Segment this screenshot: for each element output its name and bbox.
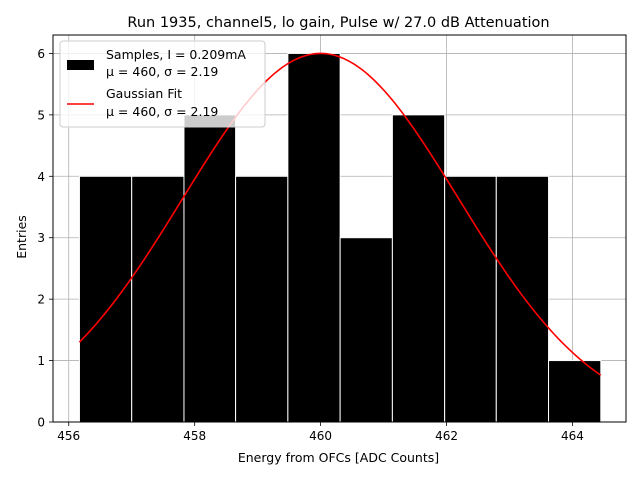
plot-frame xyxy=(52,34,627,423)
y-tick-label: 5 xyxy=(37,108,45,122)
legend-fit-label: Gaussian Fit xyxy=(106,86,182,101)
histogram-bar xyxy=(391,114,446,423)
y-tick-label: 0 xyxy=(37,416,45,430)
legend-samples-stats: μ = 460, σ = 2.19 xyxy=(106,64,218,79)
y-axis-label: Entries xyxy=(14,215,29,259)
y-tick-label: 1 xyxy=(37,354,45,368)
histogram-bar xyxy=(444,175,497,423)
legend-samples-swatch xyxy=(67,60,94,70)
x-axis-label: Energy from OFCs [ADC Counts] xyxy=(238,450,439,465)
y-tick-label: 6 xyxy=(37,47,45,61)
histogram-bar xyxy=(287,52,341,423)
histogram-bar xyxy=(339,237,393,423)
x-tick-label: 464 xyxy=(561,429,584,443)
histogram-bar xyxy=(235,175,289,423)
y-tick-label: 3 xyxy=(37,231,45,245)
y-tick-label: 4 xyxy=(37,170,45,184)
legend-samples-label: Samples, I = 0.209mA xyxy=(106,47,246,62)
x-tick-label: 462 xyxy=(435,429,458,443)
legend: Samples, I = 0.209mA μ = 460, σ = 2.19 G… xyxy=(59,40,266,128)
y-axis-ticks: 0 1 2 3 4 5 6 xyxy=(37,47,53,430)
x-tick-label: 456 xyxy=(57,429,80,443)
x-axis-ticks: 456 458 460 462 464 xyxy=(57,422,584,443)
histogram-bar xyxy=(183,114,237,423)
x-tick-label: 460 xyxy=(309,429,332,443)
histogram-bar xyxy=(495,175,550,423)
histogram-bars xyxy=(78,52,602,423)
histogram-bar xyxy=(78,175,133,423)
legend-box xyxy=(59,40,266,128)
chart-title: Run 1935, channel5, lo gain, Pulse w/ 27… xyxy=(127,15,549,31)
legend-fit-stats: μ = 460, σ = 2.19 xyxy=(106,104,218,119)
histogram-bar xyxy=(548,360,602,423)
y-tick-label: 2 xyxy=(37,293,45,307)
x-tick-label: 458 xyxy=(183,429,206,443)
gaussian-fit-line xyxy=(78,52,602,376)
histogram-bar xyxy=(131,175,185,423)
